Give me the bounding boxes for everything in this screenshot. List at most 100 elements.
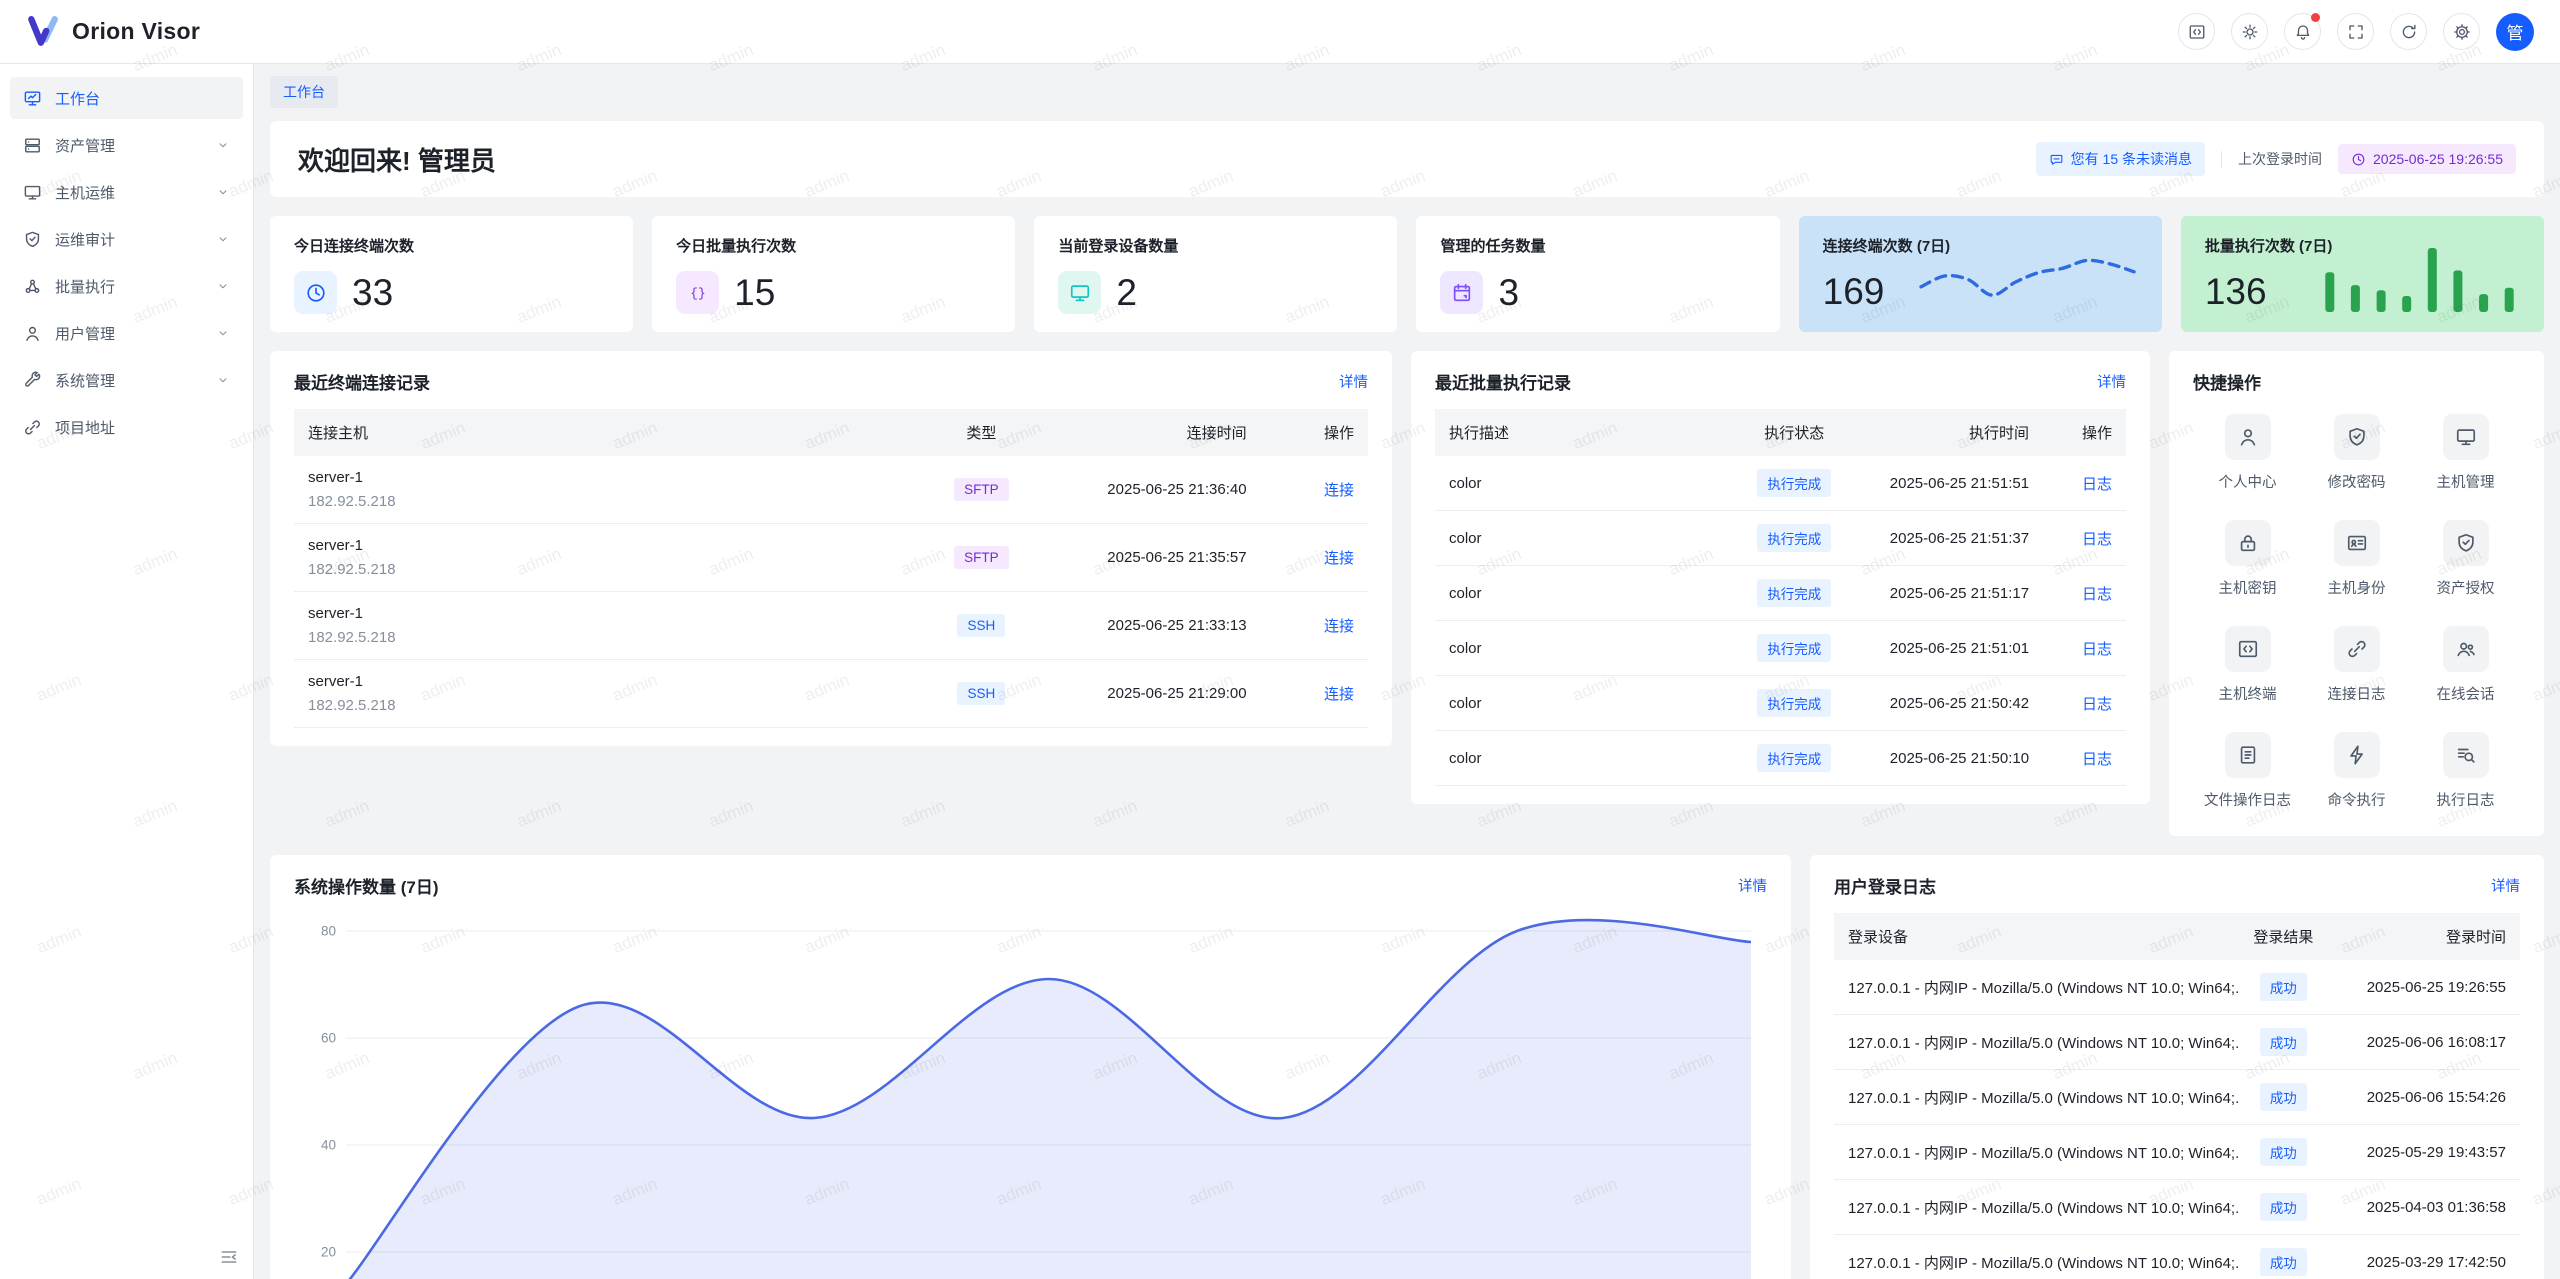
notifications-button[interactable]: [2284, 13, 2321, 50]
user-avatar[interactable]: 管: [2496, 12, 2534, 51]
sidebar-item-label: 运维审计: [55, 231, 116, 249]
quick-action-asset-authorization[interactable]: 资产授权: [2411, 520, 2520, 598]
refresh-button[interactable]: [2390, 13, 2427, 50]
quick-action-host-identity[interactable]: 主机身份: [2302, 520, 2411, 598]
topbar: Orion Visor 管: [0, 0, 2560, 64]
column-header: 执行描述: [1435, 409, 1726, 456]
last-login-time: 2025-06-25 19:26:55: [2373, 151, 2503, 167]
sidebar-item-asset-management[interactable]: 资产管理: [10, 124, 243, 166]
stat-card-value: 2: [1116, 271, 1137, 313]
svg-text:80: 80: [321, 924, 336, 939]
sidebar-item-project-url[interactable]: 项目地址: [10, 406, 243, 448]
table-row: 127.0.0.1 - 内网IP - Mozilla/5.0 (Windows …: [1834, 1069, 2520, 1125]
sidebar-item-batch-execution[interactable]: 批量执行: [10, 265, 243, 307]
refresh-icon: [2400, 23, 2418, 41]
settings-button[interactable]: [2443, 13, 2480, 50]
gear-icon: [2453, 23, 2471, 41]
topbar-actions: 管: [2178, 12, 2534, 51]
connect-link[interactable]: 连接: [1323, 550, 1354, 567]
terminal-records-panel: 最近终端连接记录 详情 连接主机 类型 连接时间 操作 server-1 182.…: [270, 351, 1392, 746]
connect-link[interactable]: 连接: [1323, 618, 1354, 635]
svg-text:{}: {}: [690, 286, 705, 301]
last-login-time-badge: 2025-06-25 19:26:55: [2338, 144, 2516, 174]
breadcrumb[interactable]: 工作台: [270, 76, 338, 108]
sidebar-item-ops-audit[interactable]: 运维审计: [10, 218, 243, 260]
table-row: color 执行完成 2025-06-25 21:51:01 日志: [1435, 620, 2126, 676]
stat-card-terminal-7d: 连接终端次数 (7日) 169: [1798, 216, 2162, 332]
log-link[interactable]: 日志: [2081, 695, 2112, 713]
welcome-meta: 您有 15 条未读消息 上次登录时间 2025-06-25 19:26:55: [2035, 142, 2516, 176]
exec-records-detail-link[interactable]: 详情: [2097, 375, 2126, 391]
status-badge: 执行完成: [1757, 524, 1832, 552]
sidebar-item-system-management[interactable]: 系统管理: [10, 359, 243, 401]
chevron-down-icon: [216, 185, 230, 199]
logo[interactable]: Orion Visor: [26, 15, 200, 49]
sidebar-item-label: 项目地址: [55, 419, 116, 437]
unread-messages-text: 您有 15 条未读消息: [2070, 151, 2192, 167]
sidebar: 工作台 资产管理 主机运维 运维审计 批量执行 用户管理 系统管理 项目地址: [0, 64, 254, 1279]
theme-toggle-button[interactable]: [2231, 13, 2268, 50]
result-badge: 成功: [2259, 1193, 2307, 1221]
lightning-icon: [2346, 744, 2368, 766]
result-badge: 成功: [2259, 973, 2307, 1001]
stat-card-title: 批量执行次数 (7日): [2204, 238, 2333, 255]
exec-records-panel: 最近批量执行记录 详情 执行描述 执行状态 执行时间 操作 color 执行完成…: [1411, 351, 2150, 804]
code-theme-button[interactable]: [2178, 13, 2215, 50]
svg-text:20: 20: [321, 1245, 336, 1260]
login-logs-panel: 用户登录日志 详情 登录设备 登录结果 登录时间 127.0.0.1 - 内网I…: [1810, 855, 2544, 1279]
main-content: 工作台 欢迎回来! 管理员 您有 15 条未读消息 上次登录时间 2025-06…: [254, 64, 2560, 1279]
last-login-label: 上次登录时间: [2238, 151, 2322, 167]
sidebar-item-label: 主机运维: [55, 184, 116, 202]
stat-card-batch-today: 今日批量执行次数 {} 15: [652, 216, 1016, 332]
file-text-icon: [2237, 744, 2259, 766]
log-link[interactable]: 日志: [2081, 750, 2112, 768]
quick-action-file-operation-logs[interactable]: 文件操作日志: [2193, 732, 2302, 810]
stat-card-value: 33: [352, 271, 394, 313]
quick-action-execution-logs[interactable]: 执行日志: [2411, 732, 2520, 810]
log-link[interactable]: 日志: [2081, 585, 2112, 603]
log-link[interactable]: 日志: [2081, 530, 2112, 548]
bell-icon: [2294, 23, 2312, 41]
column-header: 执行时间: [1863, 409, 2044, 456]
type-badge: SSH: [957, 682, 1006, 705]
quick-action-connection-logs[interactable]: 连接日志: [2302, 626, 2411, 704]
sidebar-item-user-management[interactable]: 用户管理: [10, 312, 243, 354]
batch-7d-sparkline: [2317, 240, 2522, 321]
bottom-row: 系统操作数量 (7日) 详情 0204060802025-06-192025-0…: [270, 855, 2544, 1279]
quick-action-command-execution[interactable]: 命令执行: [2302, 732, 2411, 810]
sidebar-item-label: 批量执行: [55, 278, 116, 296]
system-operations-area-chart: 0204060802025-06-192025-06-202025-06-212…: [294, 913, 1767, 1279]
connect-link[interactable]: 连接: [1323, 686, 1354, 703]
sidebar-item-workbench[interactable]: 工作台: [10, 77, 243, 119]
shield-check-icon: [2455, 532, 2477, 554]
table-row: 127.0.0.1 - 内网IP - Mozilla/5.0 (Windows …: [1834, 1124, 2520, 1180]
terminal-records-detail-link[interactable]: 详情: [1339, 375, 1368, 391]
sidebar-item-host-ops[interactable]: 主机运维: [10, 171, 243, 213]
login-logs-detail-link[interactable]: 详情: [2491, 879, 2520, 895]
quick-actions-grid: 个人中心 修改密码 主机管理 主机密钥 主机身份: [2193, 414, 2520, 818]
log-link[interactable]: 日志: [2081, 640, 2112, 658]
unread-messages-badge[interactable]: 您有 15 条未读消息: [2035, 142, 2205, 176]
sidebar-collapse-button[interactable]: [219, 1247, 239, 1267]
result-badge: 成功: [2259, 1028, 2307, 1056]
log-link[interactable]: 日志: [2081, 475, 2112, 493]
login-logs-table: 登录设备 登录结果 登录时间 127.0.0.1 - 内网IP - Mozill…: [1834, 913, 2520, 1279]
connect-link[interactable]: 连接: [1323, 482, 1354, 499]
status-badge: 执行完成: [1757, 744, 1832, 772]
quick-action-change-password[interactable]: 修改密码: [2302, 414, 2411, 492]
chevron-down-icon: [216, 232, 230, 246]
quick-action-online-sessions[interactable]: 在线会话: [2411, 626, 2520, 704]
quick-action-personal-center[interactable]: 个人中心: [2193, 414, 2302, 492]
column-header: 连接时间: [1045, 409, 1261, 456]
panel-title: 最近批量执行记录: [1435, 374, 1571, 393]
fullscreen-button[interactable]: [2337, 13, 2374, 50]
stat-card-value: 136: [2204, 271, 2267, 312]
type-badge: SSH: [957, 614, 1006, 637]
table-row: color 执行完成 2025-06-25 21:51:17 日志: [1435, 565, 2126, 621]
stat-card-title: 当前登录设备数量: [1058, 238, 1179, 255]
quick-action-host-keys[interactable]: 主机密钥: [2193, 520, 2302, 598]
system-operations-detail-link[interactable]: 详情: [1738, 879, 1767, 895]
quick-action-host-terminal[interactable]: 主机终端: [2193, 626, 2302, 704]
quick-action-host-management[interactable]: 主机管理: [2411, 414, 2520, 492]
svg-text:40: 40: [321, 1138, 336, 1153]
